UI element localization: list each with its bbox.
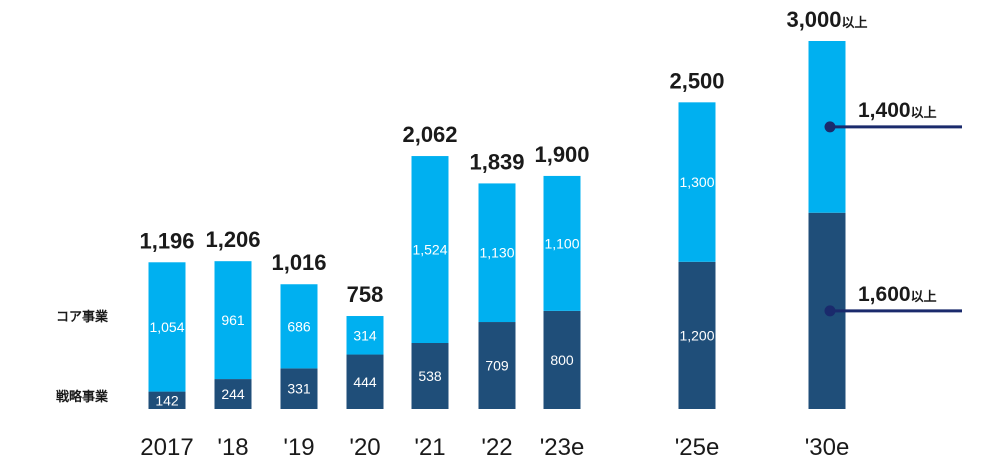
callouts-layer: 1,400以上 1,600以上 — [824, 99, 962, 317]
bar-strategic-4 — [411, 343, 449, 409]
segment-label-strategic-5: 709 — [485, 358, 509, 374]
bar-strategic-6 — [543, 310, 581, 409]
bar-core-1 — [214, 261, 252, 380]
series-label-strategic: 戦略事業 — [56, 389, 109, 404]
segment-label-core-1: 961 — [221, 312, 245, 328]
total-label-5: 1,839 — [469, 149, 524, 174]
labels-layer: 142 1,054 1,196 2017 244 961 1,206 '18 331 686 1,0… — [139, 7, 867, 461]
callout-dot-0 — [824, 121, 836, 133]
segment-label-core-4: 1,524 — [412, 242, 447, 258]
x-tick-label-6: '23e — [540, 434, 585, 461]
total-label-3: 758 — [347, 282, 384, 307]
bar-strategic-7 — [678, 261, 716, 409]
x-tick-label-1: '18 — [217, 434, 248, 461]
segment-label-strategic-7: 1,200 — [679, 327, 714, 343]
bar-core-4 — [411, 156, 449, 344]
total-label-7: 2,500 — [669, 68, 724, 93]
bar-core-7 — [678, 102, 716, 262]
callout-label-0: 1,400以上 — [858, 99, 937, 122]
callout-suffix-1: 以上 — [911, 289, 937, 304]
x-tick-label-3: '20 — [349, 434, 380, 461]
series-label-core: コア事業 — [56, 309, 109, 324]
callout-label-1: 1,600以上 — [858, 283, 937, 306]
bar-strategic-0 — [148, 391, 186, 409]
total-label-4: 2,062 — [402, 122, 457, 147]
total-label-8: 3,000以上 — [786, 7, 867, 32]
segment-label-strategic-3: 444 — [353, 374, 377, 390]
segment-label-strategic-6: 800 — [550, 352, 574, 368]
bar-core-2 — [280, 284, 318, 369]
x-tick-label-4: '21 — [414, 434, 445, 461]
bar-core-5 — [478, 183, 516, 323]
segment-label-core-2: 686 — [287, 318, 311, 334]
x-tick-label-7: '25e — [675, 434, 720, 461]
x-tick-label-5: '22 — [481, 434, 512, 461]
segment-label-strategic-1: 244 — [221, 386, 245, 402]
segment-label-strategic-4: 538 — [418, 368, 442, 384]
segment-label-core-5: 1,130 — [479, 245, 514, 261]
bar-strategic-5 — [478, 322, 516, 409]
segment-label-core-3: 314 — [353, 327, 377, 343]
bar-core-3 — [346, 316, 384, 355]
bar-strategic-1 — [214, 379, 252, 409]
segment-label-core-7: 1,300 — [679, 174, 714, 190]
segment-label-core-0: 1,054 — [149, 319, 184, 335]
total-suffix-8: 以上 — [842, 15, 868, 30]
total-label-6: 1,900 — [534, 142, 589, 167]
bar-core-0 — [148, 262, 186, 392]
segment-label-strategic-2: 331 — [287, 381, 311, 397]
total-label-2: 1,016 — [271, 250, 326, 275]
total-label-1: 1,206 — [205, 227, 260, 252]
segment-label-core-6: 1,100 — [544, 235, 579, 251]
x-tick-label-2: '19 — [283, 434, 314, 461]
segment-label-strategic-0: 142 — [155, 392, 179, 408]
x-tick-label-0: 2017 — [140, 434, 193, 461]
bar-strategic-3 — [346, 354, 384, 409]
bar-core-6 — [543, 175, 581, 311]
x-tick-label-8: '30e — [805, 434, 850, 461]
total-label-0: 1,196 — [139, 228, 194, 253]
callout-dot-1 — [824, 305, 836, 317]
callout-suffix-0: 以上 — [911, 105, 937, 120]
bar-strategic-2 — [280, 368, 318, 409]
bars-layer — [148, 41, 846, 409]
